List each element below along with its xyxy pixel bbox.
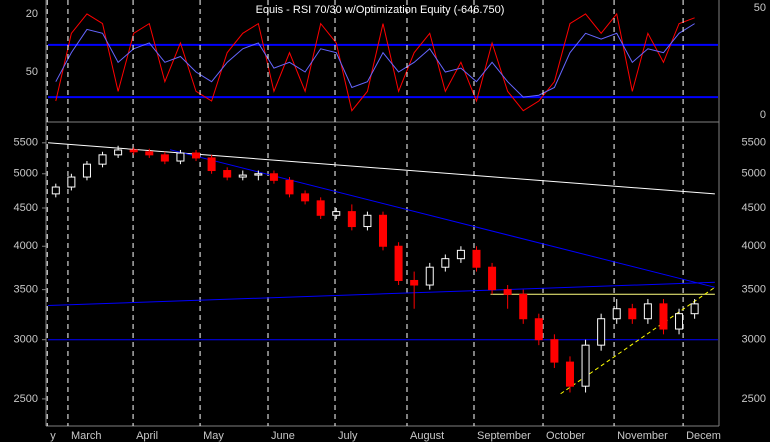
candle-body: [114, 149, 123, 156]
candle-body: [332, 211, 341, 216]
candle-body: [82, 163, 91, 178]
y-tick-label-right: 4500: [742, 202, 766, 214]
candle-body: [659, 303, 668, 330]
y-tick-label-right: 3000: [742, 334, 766, 346]
candle-body: [565, 361, 574, 387]
candle-body: [98, 154, 107, 165]
candle-body: [207, 157, 216, 172]
y-tick-label: 3000: [14, 334, 38, 346]
candle-body: [269, 173, 278, 181]
candle-body: [192, 152, 201, 159]
x-tick-label: Decem: [686, 430, 721, 442]
candle-body: [612, 308, 621, 320]
x-tick-label: March: [71, 430, 102, 442]
indicator-line: [55, 23, 695, 98]
x-tick-label: y: [50, 430, 56, 442]
candle-body: [129, 149, 138, 153]
candle-body: [456, 249, 465, 260]
x-tick-label: July: [338, 430, 358, 442]
candle-body: [145, 151, 154, 156]
y2-tick-label: 0: [760, 109, 766, 121]
x-tick-label: May: [203, 430, 224, 442]
candle-body: [160, 154, 169, 162]
candle-body: [628, 308, 637, 320]
candle-body: [363, 214, 372, 228]
candle-body: [643, 303, 652, 320]
candle-body: [581, 344, 590, 387]
trend-line: [169, 149, 716, 288]
y-tick-label-right: 3500: [742, 284, 766, 296]
x-tick-label: November: [617, 430, 668, 442]
trend-line: [47, 281, 715, 307]
candle-body: [285, 179, 294, 195]
candle-body: [316, 200, 325, 216]
candle-body: [301, 193, 310, 202]
candle-body: [675, 313, 684, 330]
y-tick-label-right: 5000: [742, 168, 766, 180]
y-tick-label: 5500: [14, 137, 38, 149]
x-tick-label: August: [410, 430, 444, 442]
y-tick-label: 4000: [14, 240, 38, 252]
y-tick-label: 2500: [14, 393, 38, 405]
candle-body: [67, 176, 76, 188]
candle-body: [503, 289, 512, 295]
candle-body: [550, 339, 559, 363]
candle-body: [597, 318, 606, 346]
indicator-line: [55, 12, 695, 112]
candle-body: [410, 279, 419, 286]
y2-tick-label: 50: [754, 2, 766, 14]
candle-body: [238, 174, 247, 178]
candle-body: [347, 211, 356, 228]
candle-body: [223, 170, 232, 178]
y-tick-label: 20: [26, 8, 38, 20]
chart-title: Equis - RSI 70/30 w/Optimization Equity …: [256, 4, 505, 16]
candle-body: [690, 303, 699, 315]
x-tick-label: October: [546, 430, 585, 442]
y-tick-label-right: 5500: [742, 137, 766, 149]
candle-body: [254, 173, 263, 176]
x-tick-label: September: [477, 430, 531, 442]
candle-body: [472, 249, 481, 268]
candle-body: [176, 152, 185, 162]
candle-body: [441, 258, 450, 268]
candle-body: [394, 245, 403, 281]
trend-line: [47, 142, 715, 195]
y-tick-label-right: 2500: [742, 393, 766, 405]
y-tick-label: 5000: [14, 168, 38, 180]
y-tick-label-right: 4000: [742, 240, 766, 252]
y-tick-label: 3500: [14, 284, 38, 296]
x-tick-label: April: [136, 430, 158, 442]
candle-body: [51, 186, 60, 195]
y-tick-label: 50: [26, 66, 38, 78]
y-tick-label: 4500: [14, 202, 38, 214]
candle-body: [488, 266, 497, 291]
candle-body: [519, 293, 528, 320]
candle-body: [425, 266, 434, 286]
candle-body: [534, 318, 543, 341]
x-tick-label: June: [271, 430, 295, 442]
candle-body: [378, 214, 388, 247]
